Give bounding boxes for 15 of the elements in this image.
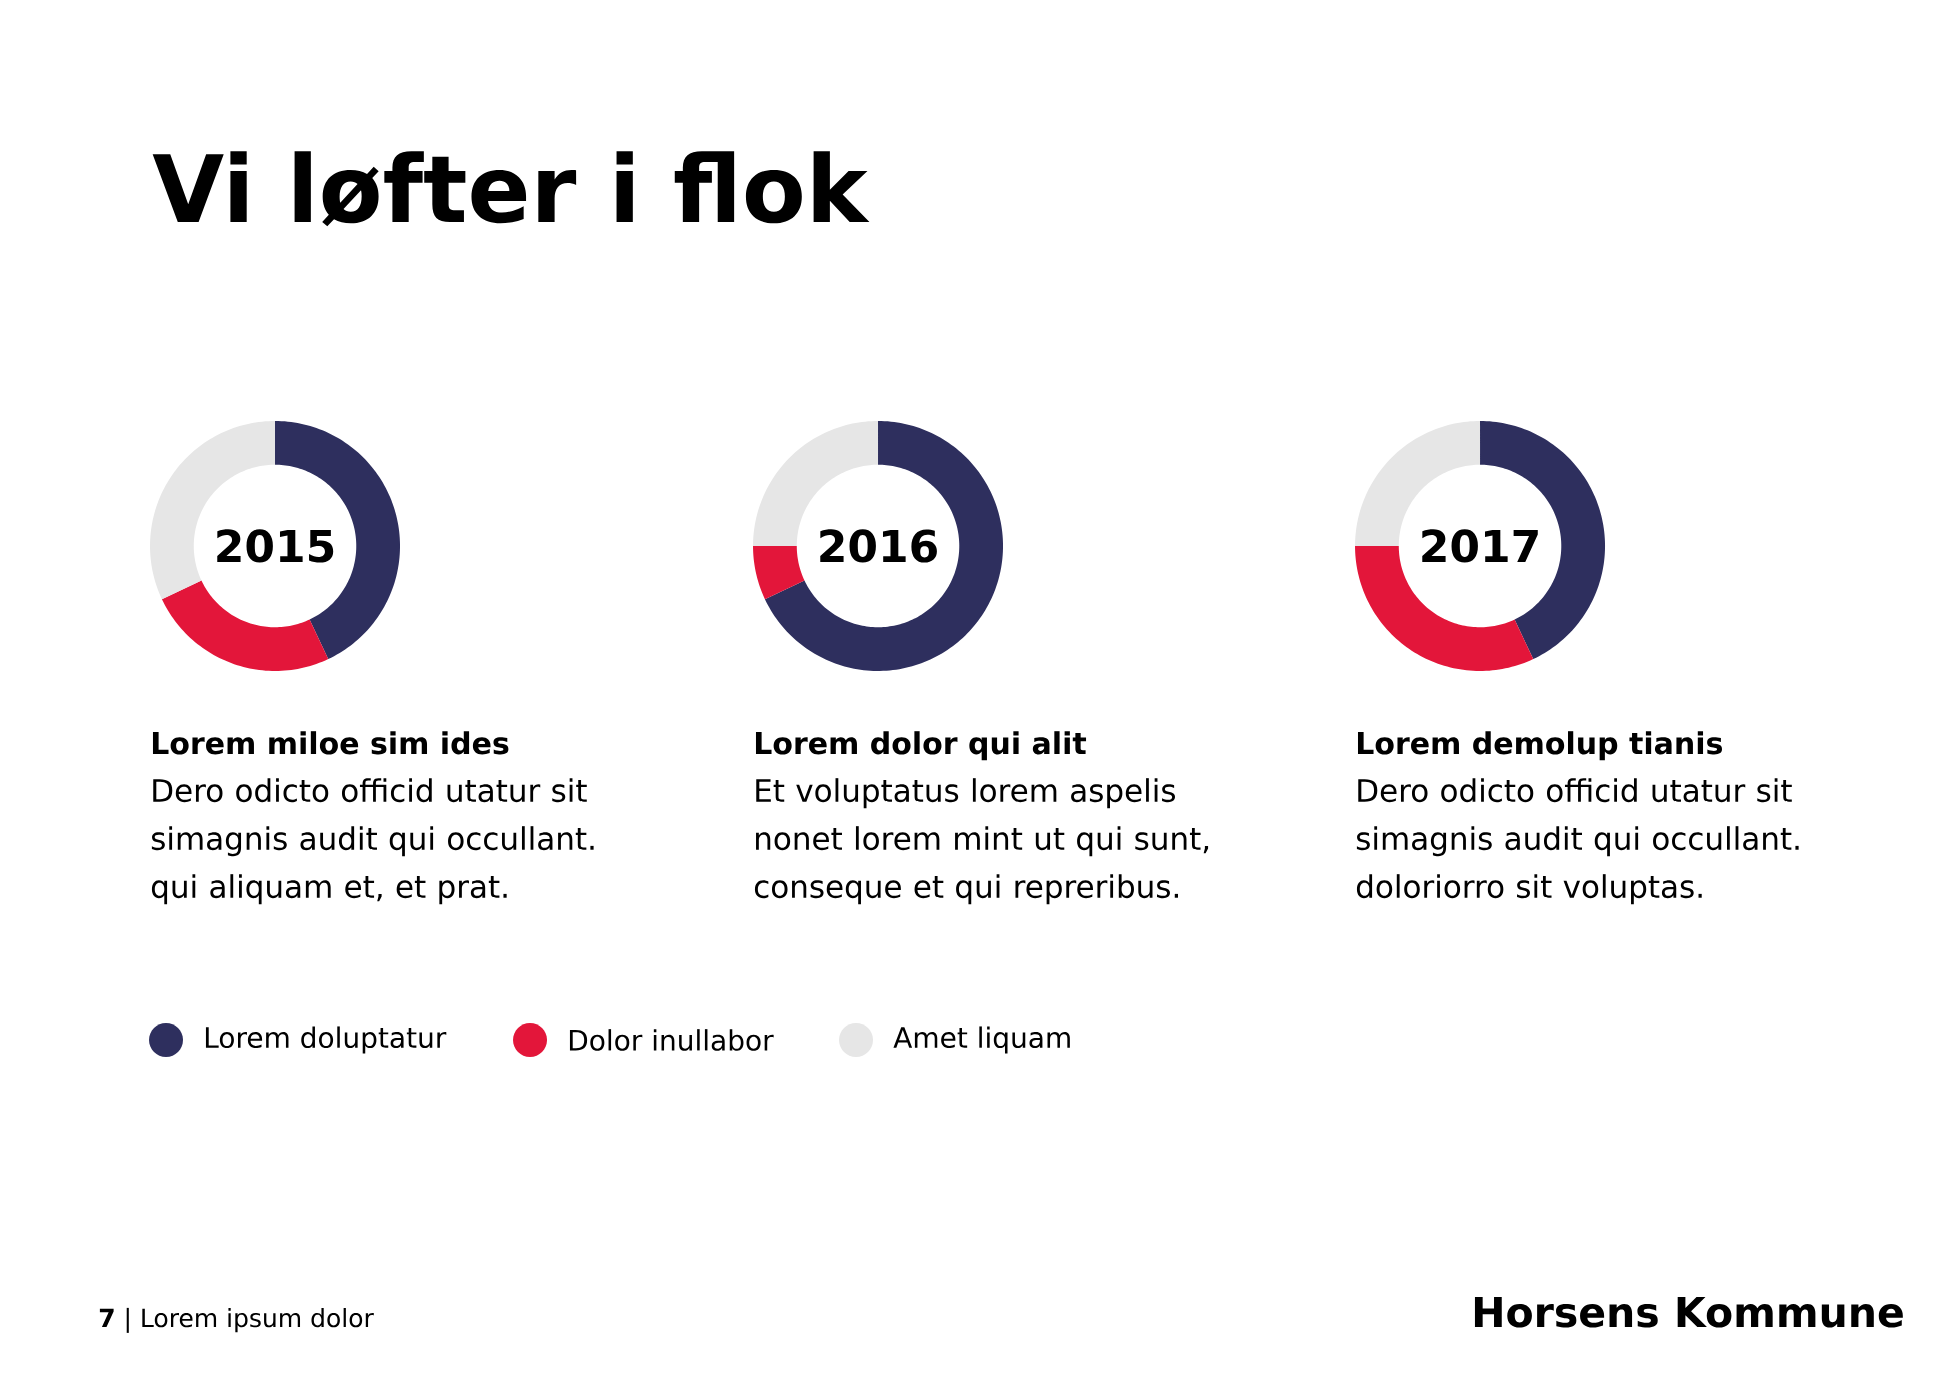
text: 2015 [217,529,334,563]
text: Vi løfter i flok [152,151,870,227]
text: Lorem demolup tianis [1357,731,1722,761]
text: Dero odicto officid utatur sit simagnis audit qui occullant. qui aliquam et, et prat. [151,778,594,905]
text: 2017 [1422,529,1538,563]
text: 2016 [820,529,937,563]
text: Lorem dolor qui alit [755,731,1087,761]
text: Et voluptatus lorem aspelis nonet lorem mint ut qui sunt, conseque et qui repreribus. [754,778,1209,905]
text: Horsens Kommune [1474,1297,1903,1328]
text: 7 | Lorem ipsum dolor [99,1307,374,1333]
legend-label: Amet liquam [893,1026,1070,1054]
legend-label: Lorem doluptatur [205,1026,447,1054]
legend-label: Dolor inullabor [569,1029,774,1051]
text: Lorem miloe sim ides [152,731,509,755]
text: Dero odicto officid utatur sit simagnis audit qui occullant. doloriorro sit voluptas. [1356,778,1799,905]
